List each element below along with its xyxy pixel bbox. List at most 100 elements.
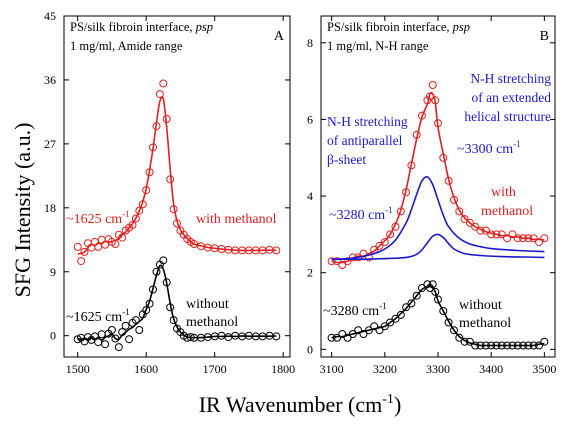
data-point (418, 111, 426, 120)
y-axis-label: SFG Intensity (a.u.) (10, 123, 35, 298)
data-point (428, 81, 437, 89)
annotation-component-1-line3: β-sheet (327, 152, 366, 167)
series-label-with-methanol-1: with (491, 185, 516, 200)
series-label-with-methanol: with methanol (196, 212, 277, 227)
data-point (476, 341, 485, 350)
data-point (97, 235, 106, 244)
data-point (142, 186, 151, 195)
data-point (471, 341, 480, 350)
data-point (169, 205, 178, 214)
data-point (159, 79, 168, 88)
data-point (465, 218, 474, 227)
annotation-component-2-line1: N-H stretching (470, 71, 551, 86)
data-point (450, 195, 458, 204)
data-point (131, 316, 140, 325)
data-point (529, 234, 538, 243)
data-point (77, 257, 86, 266)
y-tick-label: 36 (44, 73, 56, 87)
data-point (359, 249, 368, 258)
series-label-without-methanol-2: methanol (459, 316, 511, 331)
data-point (224, 333, 233, 342)
peak-label-component-2: ~3300 cm-1 (457, 139, 521, 157)
data-point (540, 337, 549, 346)
series-label-without-methanol-2: methanol (186, 315, 238, 330)
data-point (348, 330, 357, 338)
series-component-2 (331, 233, 545, 261)
component-line (331, 175, 545, 261)
panel-a: 1500 1600 1700 1800 0 9 18 27 36 45 PS/silk fibroi… (44, 9, 295, 376)
data-point (118, 328, 127, 337)
data-point (540, 234, 549, 243)
data-point (173, 219, 181, 228)
data-point (272, 246, 281, 255)
series-component-1 (331, 175, 545, 261)
annotation-component-2-line2: of an extended (472, 90, 552, 105)
data-point (169, 316, 178, 325)
data-point (364, 253, 373, 262)
data-point (375, 241, 384, 250)
data-point (370, 322, 379, 331)
data-point (118, 233, 127, 242)
data-point (434, 295, 442, 304)
data-point (149, 143, 157, 152)
data-point (386, 318, 395, 327)
plot-frame (63, 15, 291, 358)
data-point (135, 206, 144, 215)
data-point (497, 230, 506, 239)
data-point (166, 175, 175, 184)
data-point (492, 341, 501, 350)
data-point (444, 176, 453, 185)
data-point (428, 280, 437, 289)
panel-letter: B (540, 29, 549, 44)
x-tick-label: 3500 (532, 362, 556, 376)
data-point (497, 341, 506, 350)
data-point (333, 333, 341, 342)
y-tick-label: 2 (307, 266, 313, 280)
data-point (434, 119, 442, 128)
series-label-without-methanol-1: without (186, 297, 229, 312)
y-tick-label: 6 (307, 112, 313, 126)
data-point (439, 307, 448, 315)
data-point (111, 334, 120, 343)
data-point (338, 261, 347, 269)
data-point (121, 321, 130, 330)
data-point (152, 122, 161, 131)
data-point (524, 341, 533, 350)
data-point (94, 338, 103, 347)
data-point (476, 226, 485, 235)
y-tick-label: 0 (50, 329, 56, 343)
data-point (455, 207, 464, 216)
data-point (73, 242, 82, 251)
annotation-component-1-line2: of antiparallel (327, 133, 403, 148)
series-without-methanol (73, 256, 281, 352)
data-point (343, 333, 352, 342)
series-with-methanol (73, 79, 281, 266)
data-point (364, 326, 373, 335)
data-point (162, 278, 171, 287)
data-point (391, 222, 400, 231)
data-point (513, 234, 522, 243)
data-point (107, 326, 116, 334)
annotation-component-1-line1: N-H stretching (327, 114, 408, 129)
x-tick-label: 1700 (203, 362, 227, 376)
data-point (343, 257, 352, 266)
series-label-without-methanol-1: without (459, 298, 502, 313)
data-point (431, 287, 440, 296)
series-with-methanol (327, 81, 549, 269)
data-point (503, 341, 512, 350)
data-point (444, 318, 453, 327)
data-point (111, 240, 120, 248)
data-point (125, 335, 134, 344)
data-point (142, 306, 151, 315)
x-tick-label: 3300 (426, 362, 450, 376)
data-point (162, 115, 171, 123)
data-point (513, 341, 522, 350)
data-point (439, 153, 448, 162)
fit-line (77, 264, 277, 342)
data-point (492, 230, 501, 239)
x-tick-label: 1800 (271, 362, 295, 376)
data-point (114, 343, 123, 352)
data-point (145, 168, 154, 177)
data-point (333, 257, 341, 266)
data-point (460, 337, 469, 346)
